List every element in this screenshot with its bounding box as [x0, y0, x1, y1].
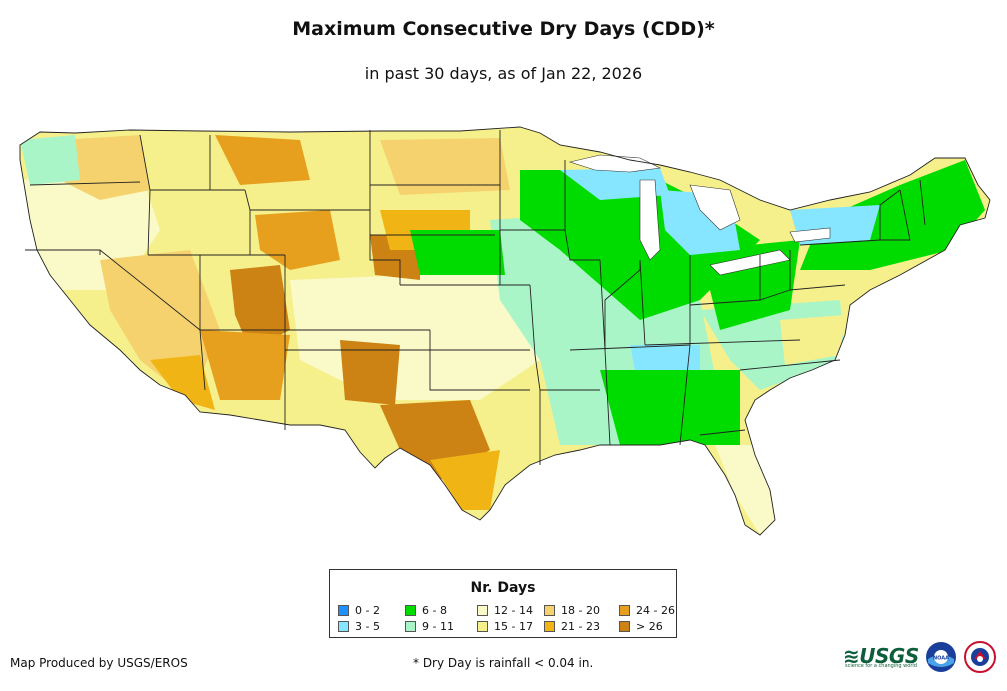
nws-logo	[964, 641, 996, 673]
legend-item: 12 - 14	[477, 604, 533, 617]
legend-label: 18 - 20	[561, 604, 600, 617]
legend-item: 24 - 26	[619, 604, 675, 617]
zone-21-23-tx	[430, 450, 500, 510]
noaa-logo: NOAA	[926, 642, 956, 672]
legend-label: 24 - 26	[636, 604, 675, 617]
state-boundaries	[19, 126, 991, 536]
legend-label: 9 - 11	[422, 620, 454, 633]
credit-text: Map Produced by USGS/EROS	[10, 656, 188, 670]
zone-over26-ut	[230, 265, 290, 350]
footnote-text: * Dry Day is rainfall < 0.04 in.	[413, 656, 594, 670]
legend-item: 0 - 2	[338, 604, 380, 617]
zone-6-8-southeast	[600, 370, 740, 445]
zone-12-14-ca	[780, 315, 845, 365]
cdd-map	[19, 126, 991, 536]
zone-over26-nm	[340, 340, 400, 405]
legend-swatch	[619, 621, 630, 632]
legend-item: 3 - 5	[338, 620, 380, 633]
legend-item: 6 - 8	[405, 604, 447, 617]
zone-9-11-nw	[20, 135, 80, 185]
noaa-logo-text: NOAA	[933, 656, 949, 662]
legend-swatch	[338, 621, 349, 632]
legend-label: 15 - 17	[494, 620, 533, 633]
usgs-logo: ≋USGS science for a changing world	[843, 641, 919, 669]
legend-label: 12 - 14	[494, 604, 533, 617]
lake-ontario	[789, 227, 831, 243]
legend-swatch	[405, 621, 416, 632]
legend-item: > 26	[619, 620, 663, 633]
legend-item: 15 - 17	[477, 620, 533, 633]
legend-swatch	[619, 605, 630, 616]
legend-item: 9 - 11	[405, 620, 454, 633]
legend-label: 0 - 2	[355, 604, 380, 617]
zone-3-5-tn	[630, 345, 700, 370]
legend-swatch	[477, 621, 488, 632]
legend-label: 6 - 8	[422, 604, 447, 617]
map-title: Maximum Consecutive Dry Days (CDD)*	[292, 18, 715, 40]
legend-title: Nr. Days	[470, 580, 536, 596]
legend-swatch	[338, 605, 349, 616]
legend-swatch	[477, 605, 488, 616]
zone-18-20-nd	[380, 138, 510, 195]
legend-swatch	[544, 605, 555, 616]
lake-huron	[689, 184, 741, 231]
zone-6-8-ne-ne	[410, 230, 505, 275]
legend-swatch	[405, 605, 416, 616]
zone-24-26-az	[200, 330, 290, 400]
lake-superior	[568, 154, 662, 173]
legend-label: 3 - 5	[355, 620, 380, 633]
legend-swatch	[544, 621, 555, 632]
zone-21-23-ca	[150, 355, 215, 410]
legend-box: Nr. Days 0 - 2 3 - 5 6 - 8 9 - 11 12 - 14 15 …	[329, 569, 677, 638]
map-subtitle: in past 30 days, as of Jan 22, 2026	[364, 64, 643, 83]
legend-label: 21 - 23	[561, 620, 600, 633]
usgs-tagline: science for a changing world	[845, 663, 917, 669]
zone-over26-mt	[215, 135, 310, 185]
lake-michigan	[639, 179, 661, 261]
legend-label: > 26	[636, 620, 663, 633]
usgs-wordmark: ≋USGS	[843, 644, 919, 668]
legend-item: 18 - 20	[544, 604, 600, 617]
legend-item: 21 - 23	[544, 620, 600, 633]
